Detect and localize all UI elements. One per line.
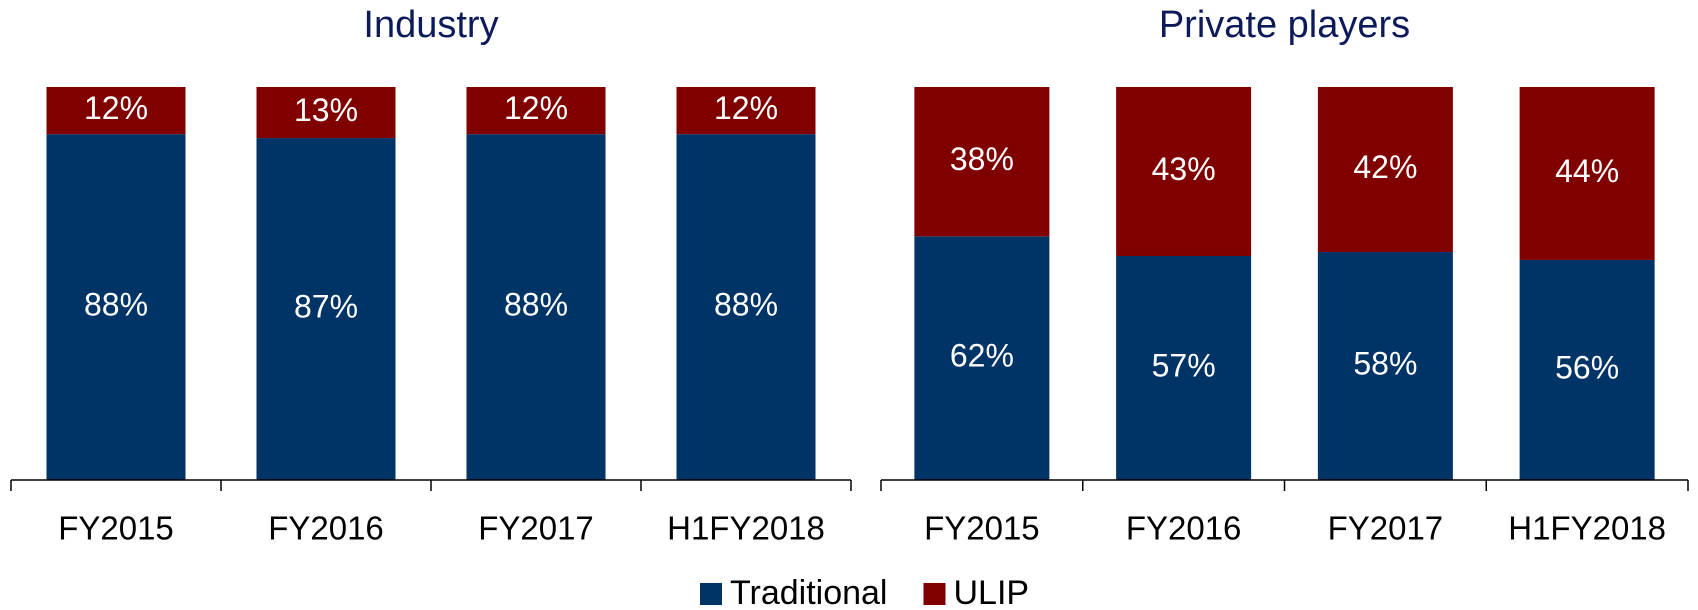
bar-segment [676, 87, 816, 135]
x-tick-label: FY2017 [478, 510, 594, 547]
data-label: 13% [294, 92, 358, 128]
bar-segment [914, 236, 1050, 480]
bar-segment [1116, 255, 1252, 480]
legend-swatch [923, 583, 946, 605]
x-tick-label: FY2015 [58, 510, 174, 547]
chart-title: Industry [363, 4, 498, 46]
data-label: 62% [950, 338, 1014, 374]
legend-label: Traditional [730, 574, 887, 610]
data-label: 44% [1555, 153, 1619, 189]
data-label: 57% [1152, 347, 1216, 383]
data-label: 38% [950, 141, 1014, 177]
data-label: 88% [714, 287, 778, 323]
bar-segment [46, 134, 186, 480]
data-label: 56% [1555, 349, 1619, 385]
bar-segment [256, 87, 396, 139]
x-tick-label: H1FY2018 [667, 510, 825, 547]
legend-label: ULIP [953, 574, 1029, 610]
x-tick-label: FY2016 [268, 510, 384, 547]
x-tick-label: FY2017 [1328, 510, 1444, 547]
bar-segment [1317, 252, 1453, 480]
bar-segment [676, 134, 816, 480]
data-label: 42% [1353, 149, 1417, 185]
x-tick-label: FY2015 [924, 510, 1040, 547]
bar-segment [1519, 87, 1655, 260]
bar-segment [1519, 259, 1655, 480]
data-label: 88% [504, 287, 568, 323]
x-tick-label: FY2016 [1126, 510, 1242, 547]
bar-segment [466, 87, 606, 135]
data-label: 12% [504, 90, 568, 126]
legend-swatch [700, 583, 722, 605]
bar-segment [1317, 87, 1453, 253]
bar-segment [1116, 87, 1252, 256]
data-label: 88% [84, 287, 148, 323]
x-tick-label: H1FY2018 [1508, 510, 1666, 547]
data-label: 12% [714, 90, 778, 126]
data-label: 43% [1152, 151, 1216, 187]
data-label: 12% [84, 90, 148, 126]
data-label: 58% [1353, 345, 1417, 381]
bar-segment [914, 87, 1050, 237]
bar-segment [256, 138, 396, 480]
data-label: 87% [294, 288, 358, 324]
bar-segment [46, 87, 186, 135]
chart-title: Private players [1159, 4, 1410, 46]
bar-segment [466, 134, 606, 480]
